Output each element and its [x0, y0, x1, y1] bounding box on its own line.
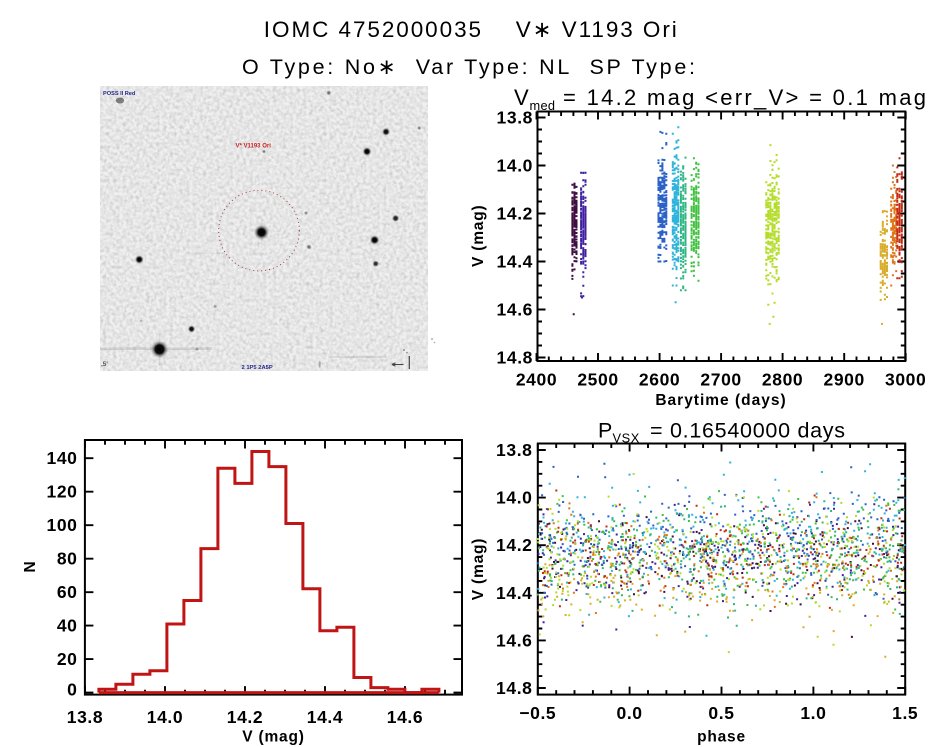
svg-text:13.8: 13.8 — [497, 108, 533, 128]
svg-text:V: V — [514, 85, 529, 110]
svg-text:60: 60 — [57, 582, 78, 602]
svg-text:14.2: 14.2 — [227, 707, 263, 727]
svg-text:= 0.16540000 days: = 0.16540000 days — [650, 419, 845, 443]
svg-text:−0.5: −0.5 — [519, 703, 556, 723]
svg-text:0.0: 0.0 — [617, 703, 643, 723]
svg-text:14.0: 14.0 — [497, 156, 533, 176]
svg-text:2900: 2900 — [824, 370, 865, 390]
svg-text:3000: 3000 — [885, 370, 926, 390]
svg-text:1.5: 1.5 — [892, 703, 918, 723]
svg-text:N: N — [22, 561, 39, 573]
svg-text:phase: phase — [697, 728, 746, 745]
svg-text:14.4: 14.4 — [497, 252, 533, 272]
svg-text:V (mag): V (mag) — [470, 538, 487, 600]
svg-text:,5': ,5' — [101, 361, 108, 368]
svg-text:14.8: 14.8 — [496, 678, 532, 698]
svg-text:13.8: 13.8 — [67, 707, 103, 727]
svg-text:20: 20 — [57, 649, 78, 669]
svg-text:2700: 2700 — [700, 370, 741, 390]
svg-text:14.0: 14.0 — [147, 707, 183, 727]
svg-text:P: P — [598, 419, 612, 443]
svg-text:14.6: 14.6 — [496, 630, 532, 650]
svg-text:IOMC 4752000035 V∗ V1193 Or: IOMC 4752000035 V∗ V1193 Ori — [264, 17, 677, 42]
svg-text:14.2: 14.2 — [497, 204, 533, 224]
svg-text:80: 80 — [57, 549, 78, 569]
svg-text:V (mag): V (mag) — [242, 728, 304, 745]
svg-text:14.4: 14.4 — [496, 583, 532, 603]
svg-text:V* V1193 Ori: V* V1193 Ori — [236, 144, 272, 150]
svg-text:14.8: 14.8 — [497, 348, 533, 368]
svg-text:2600: 2600 — [639, 370, 680, 390]
svg-text:0: 0 — [67, 680, 77, 700]
svg-text:14.6: 14.6 — [387, 707, 423, 727]
svg-text:140: 140 — [47, 448, 78, 468]
svg-text:14.6: 14.6 — [497, 300, 533, 320]
svg-text:VSX: VSX — [613, 431, 640, 446]
svg-text:40: 40 — [57, 616, 78, 636]
svg-text:= 14.2 mag <err_V> = 0.1 mag: = 14.2 mag <err_V> = 0.1 mag — [563, 85, 926, 110]
svg-text:100: 100 — [47, 515, 78, 535]
svg-text:med: med — [530, 98, 556, 113]
svg-text:14.0: 14.0 — [496, 488, 532, 508]
svg-text:POSS II Red: POSS II Red — [103, 91, 136, 97]
svg-text:2400: 2400 — [516, 370, 557, 390]
svg-text:2500: 2500 — [577, 370, 618, 390]
svg-text:14.2: 14.2 — [496, 535, 532, 555]
svg-text:V (mag): V (mag) — [470, 205, 487, 267]
svg-text:0.5: 0.5 — [708, 703, 734, 723]
svg-text:2 1P5 2A5P: 2 1P5 2A5P — [242, 365, 273, 371]
svg-text:1.0: 1.0 — [800, 703, 826, 723]
svg-text:13.8: 13.8 — [496, 440, 532, 460]
svg-text:2800: 2800 — [762, 370, 803, 390]
svg-text:Barytime (days): Barytime (days) — [655, 392, 786, 409]
svg-text:O Type: No∗ Var Type: NL SP: O Type: No∗ Var Type: NL SP Type: — [242, 55, 695, 79]
svg-text:14.4: 14.4 — [307, 707, 343, 727]
svg-text:120: 120 — [47, 482, 78, 502]
